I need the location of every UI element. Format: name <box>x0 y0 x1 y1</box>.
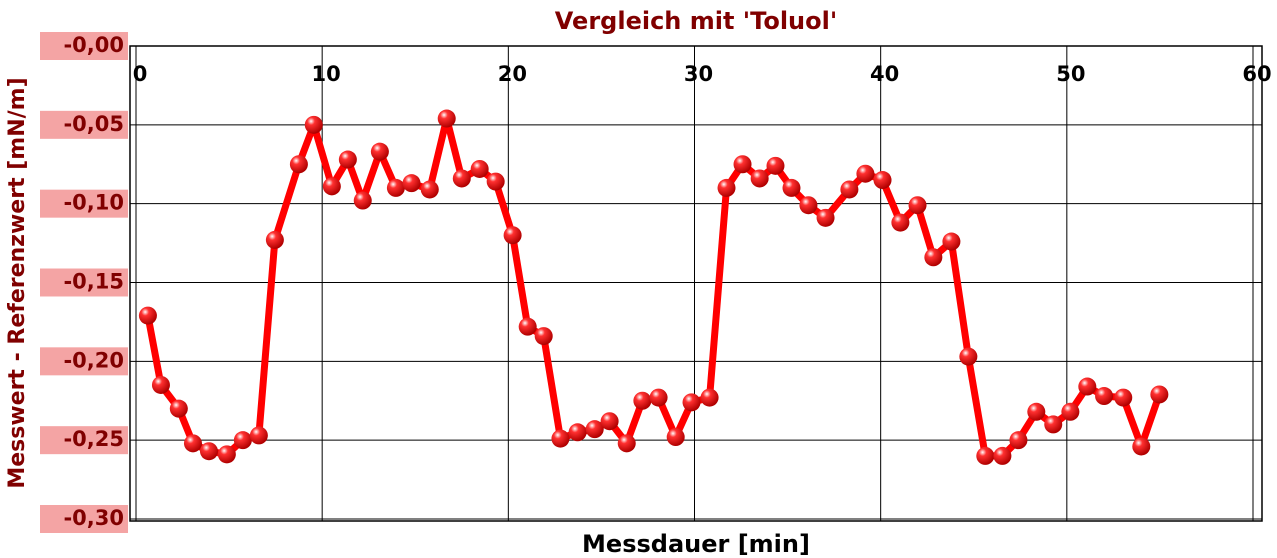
data-point <box>1044 415 1063 434</box>
data-point <box>750 169 769 188</box>
chart-title: Vergleich mit 'Toluol' <box>555 7 837 35</box>
y-tick-box <box>40 347 128 376</box>
data-point <box>1078 377 1097 396</box>
data-point <box>959 347 978 366</box>
data-point <box>976 446 995 465</box>
data-point <box>840 180 859 199</box>
y-tick-label: -0,20 <box>63 348 124 372</box>
data-point <box>289 155 308 174</box>
data-point <box>265 230 284 249</box>
data-point <box>816 208 835 227</box>
y-tick-label: -0,00 <box>63 33 124 57</box>
y-tick-label: -0,30 <box>63 506 124 530</box>
data-point <box>942 232 961 251</box>
data-point <box>1061 402 1080 421</box>
data-point <box>217 445 236 464</box>
data-point <box>151 375 170 394</box>
plot-area <box>129 45 1263 522</box>
x-tick-label: 60 <box>1242 62 1271 86</box>
data-point <box>353 191 372 210</box>
data-point <box>169 399 188 418</box>
data-point <box>518 317 537 336</box>
data-point <box>199 442 218 461</box>
data-point <box>649 388 668 407</box>
data-point <box>386 178 405 197</box>
data-point <box>370 142 389 161</box>
y-tick-box <box>40 426 128 455</box>
data-point <box>1114 388 1133 407</box>
data-point <box>568 423 587 442</box>
data-point <box>891 213 910 232</box>
data-point <box>437 109 456 128</box>
data-point <box>600 412 619 431</box>
data-point <box>856 164 875 183</box>
data-point <box>924 248 943 267</box>
data-point <box>1009 431 1028 450</box>
data-point <box>682 393 701 412</box>
x-tick-label: 50 <box>1056 62 1085 86</box>
y-tick-label: -0,15 <box>63 270 124 294</box>
x-tick-label: 40 <box>870 62 899 86</box>
data-point <box>1132 437 1151 456</box>
data-point <box>1150 385 1169 404</box>
data-point <box>183 434 202 453</box>
data-point <box>633 391 652 410</box>
data-point <box>402 174 421 193</box>
data-point <box>138 306 157 325</box>
x-tick-label: 10 <box>312 62 341 86</box>
y-tick-label: -0,10 <box>63 191 124 215</box>
data-point <box>585 420 604 439</box>
x-tick-label: 20 <box>498 62 527 86</box>
data-point <box>908 196 927 215</box>
data-point <box>233 431 252 450</box>
y-tick-label: -0,05 <box>63 112 124 136</box>
data-point <box>534 327 553 346</box>
y-tick-box <box>40 268 128 297</box>
data-point <box>322 177 341 196</box>
data-point <box>617 434 636 453</box>
y-tick-box <box>40 32 128 60</box>
y-tick-box <box>40 110 128 139</box>
data-point <box>1027 402 1046 421</box>
y-tick-label: -0,25 <box>63 427 124 451</box>
x-axis-label: Messdauer [min] <box>582 530 810 558</box>
data-point <box>993 446 1012 465</box>
data-point <box>452 169 471 188</box>
data-point <box>700 388 719 407</box>
data-point <box>551 429 570 448</box>
y-axis-label: Messwert - Referenzwert [mN/m] <box>5 77 30 488</box>
x-tick-label: 0 <box>133 62 148 86</box>
data-point <box>470 159 489 178</box>
data-point <box>717 178 736 197</box>
data-point <box>766 156 785 175</box>
y-tick-box <box>40 189 128 218</box>
x-tick-label: 30 <box>684 62 713 86</box>
data-point <box>782 178 801 197</box>
data-point <box>1095 387 1114 406</box>
data-point <box>486 172 505 191</box>
data-point <box>666 428 685 447</box>
data-point <box>249 426 268 445</box>
y-tick-box <box>40 505 128 533</box>
data-point <box>873 171 892 190</box>
data-point <box>420 180 439 199</box>
data-point <box>799 196 818 215</box>
data-point <box>338 150 357 169</box>
data-point <box>503 226 522 245</box>
data-point <box>733 155 752 174</box>
data-point <box>304 115 323 134</box>
